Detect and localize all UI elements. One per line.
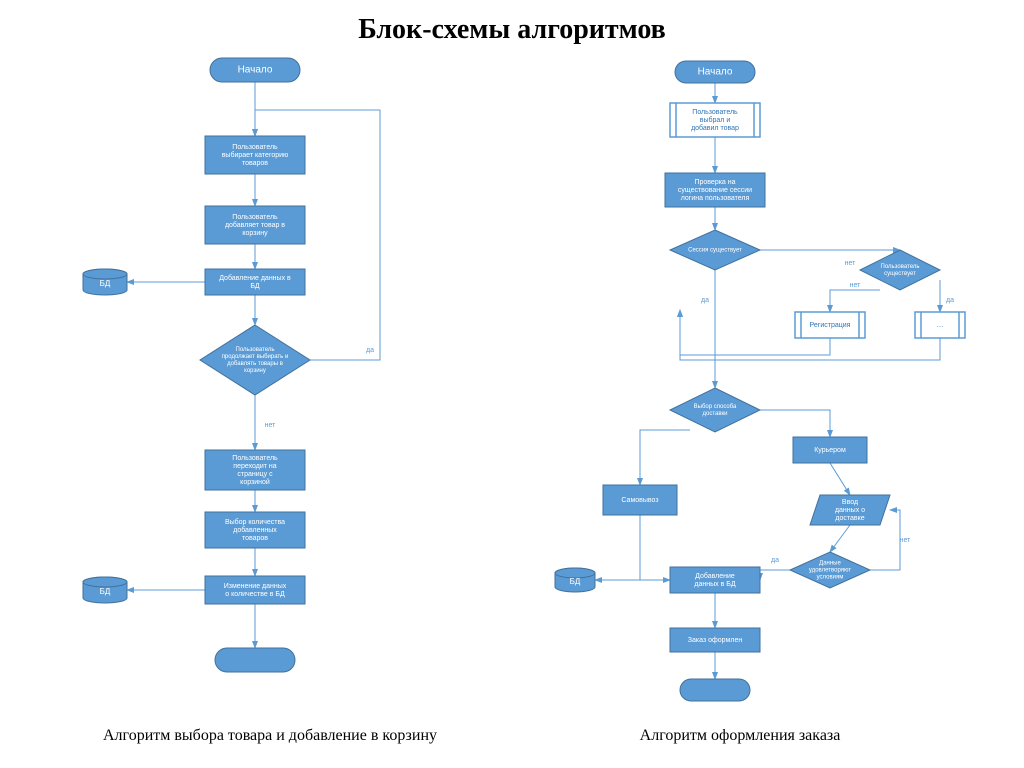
svg-text:Ввод: Ввод	[842, 499, 858, 506]
svg-text:товаров: товаров	[242, 535, 268, 542]
node-r_p3: Курьером	[793, 437, 867, 463]
svg-text:о количестве в БД: о количестве в БД	[225, 591, 285, 598]
svg-text:добавил товар: добавил товар	[691, 124, 739, 132]
svg-text:страницу с: страницу с	[237, 471, 273, 478]
svg-text:Регистрация: Регистрация	[810, 322, 851, 329]
svg-text:условиям: условиям	[817, 574, 844, 580]
node-r_p2: Самовывоз	[603, 485, 677, 515]
node-r_d2: Пользовательсуществует	[860, 250, 940, 290]
svg-text:Заказ оформлен: Заказ оформлен	[688, 637, 743, 644]
edge-label: нет	[845, 260, 857, 267]
node-l_p5: Выбор количествадобавленныхтоваров	[205, 512, 305, 548]
page-title: Блок-схемы алгоритмов	[358, 14, 666, 45]
node-l_db2: БД	[83, 577, 127, 603]
edge-label: нет	[850, 282, 862, 289]
svg-text:добавляет товар в: добавляет товар в	[225, 221, 285, 229]
node-r_io1: Вводданных одоставке	[810, 495, 890, 525]
svg-text:БД: БД	[570, 577, 581, 586]
svg-text:корзину: корзину	[244, 368, 266, 374]
svg-text:БД: БД	[100, 279, 111, 288]
svg-text:продолжает выбирать и: продолжает выбирать и	[222, 354, 289, 360]
svg-text:БД: БД	[250, 283, 260, 290]
node-r_sub3: …	[915, 312, 965, 338]
edge-label: нет	[265, 422, 277, 429]
node-r_end	[680, 679, 750, 701]
caption-right: Алгоритм оформления заказа	[640, 727, 841, 744]
svg-text:Добавление: Добавление	[695, 572, 735, 580]
svg-text:Изменение данных: Изменение данных	[224, 583, 287, 590]
svg-text:…: …	[937, 322, 944, 329]
node-r_db: БД	[555, 568, 595, 592]
svg-text:Выбор способа: Выбор способа	[694, 404, 737, 410]
node-l_db1: БД	[83, 269, 127, 295]
svg-text:Пользователь: Пользователь	[232, 144, 278, 151]
node-l_end	[215, 648, 295, 672]
node-l_p6: Изменение данныхо количестве в БД	[205, 576, 305, 604]
caption-left: Алгоритм выбора товара и добавление в ко…	[103, 727, 437, 744]
edge	[760, 570, 790, 580]
edge	[640, 515, 670, 580]
node-l_d1: Пользовательпродолжает выбирать идобавля…	[200, 325, 310, 395]
node-r_d3: Выбор способадоставки	[670, 388, 760, 432]
svg-text:данных в БД: данных в БД	[694, 581, 735, 588]
node-l_p4: Пользовательпереходит настраницу скорзин…	[205, 450, 305, 490]
edge	[830, 525, 850, 552]
svg-text:существование сессии: существование сессии	[678, 187, 752, 194]
svg-text:Начало: Начало	[238, 65, 273, 76]
svg-text:Выбор количества: Выбор количества	[225, 518, 285, 526]
svg-text:Данные: Данные	[819, 561, 841, 567]
edge-label: да	[701, 297, 709, 304]
node-l_p2: Пользовательдобавляет товар вкорзину	[205, 206, 305, 244]
edge-label: нет	[900, 537, 912, 544]
svg-text:корзину: корзину	[242, 230, 268, 237]
svg-text:доставки: доставки	[702, 411, 727, 417]
node-r_sub1: Пользовательвыбрал идобавил товар	[670, 103, 760, 137]
svg-text:добавлять товары в: добавлять товары в	[227, 361, 283, 367]
svg-text:логина пользователя: логина пользователя	[681, 195, 750, 202]
node-r_p5: Заказ оформлен	[670, 628, 760, 652]
svg-text:Сессия существует: Сессия существует	[688, 248, 742, 254]
svg-text:Проверка на: Проверка на	[694, 179, 735, 186]
edge-label: да	[366, 347, 374, 354]
svg-text:существует: существует	[884, 271, 916, 277]
node-r_d4: Данныеудовлетворяютусловиям	[790, 552, 870, 588]
svg-text:Добавление данных в: Добавление данных в	[219, 274, 291, 282]
svg-text:БД: БД	[100, 587, 111, 596]
svg-text:Начало: Начало	[698, 67, 733, 78]
svg-text:добавленных: добавленных	[233, 526, 277, 534]
svg-text:Пользователь: Пользователь	[232, 214, 278, 221]
node-r_sub2: Регистрация	[795, 312, 865, 338]
svg-text:доставке: доставке	[835, 515, 864, 522]
node-r_p1: Проверка насуществование сессиилогина по…	[665, 173, 765, 207]
edge-label: да	[946, 297, 954, 304]
node-r_p4: Добавлениеданных в БД	[670, 567, 760, 593]
svg-text:Самовывоз: Самовывоз	[621, 497, 658, 504]
edge	[760, 410, 830, 437]
node-l_p3: Добавление данных вБД	[205, 269, 305, 295]
svg-text:переходит на: переходит на	[233, 463, 276, 470]
diagram-canvas: Блок-схемы алгоритмов да нет Начало Пользов…	[0, 0, 1024, 768]
right-flowchart: нетнетдаданетдаНачалоПользовательвыбрал …	[555, 61, 965, 701]
svg-text:Пользователь: Пользователь	[692, 109, 738, 116]
edge	[830, 290, 880, 312]
node-l_p1: Пользовательвыбирает категориютоваров	[205, 136, 305, 174]
left-flowchart: данетНачалоПользовательвыбирает категори…	[83, 58, 380, 672]
svg-text:удовлетворяют: удовлетворяют	[809, 568, 851, 574]
edge-label: да	[771, 557, 779, 564]
svg-text:Пользователь: Пользователь	[232, 455, 278, 462]
svg-text:корзиной: корзиной	[240, 478, 270, 486]
edge	[830, 463, 850, 495]
svg-text:выбрал и: выбрал и	[700, 116, 731, 124]
svg-text:Курьером: Курьером	[814, 447, 846, 454]
node-r_start: Начало	[675, 61, 755, 83]
svg-text:выбирает категорию: выбирает категорию	[222, 151, 289, 159]
svg-text:Пользователь: Пользователь	[236, 347, 275, 353]
node-r_d1: Сессия существует	[670, 230, 760, 270]
svg-text:Пользователь: Пользователь	[881, 264, 920, 270]
node-l_start: Начало	[210, 58, 300, 82]
svg-text:товаров: товаров	[242, 160, 268, 167]
svg-text:данных о: данных о	[835, 507, 865, 514]
edge	[640, 430, 690, 485]
